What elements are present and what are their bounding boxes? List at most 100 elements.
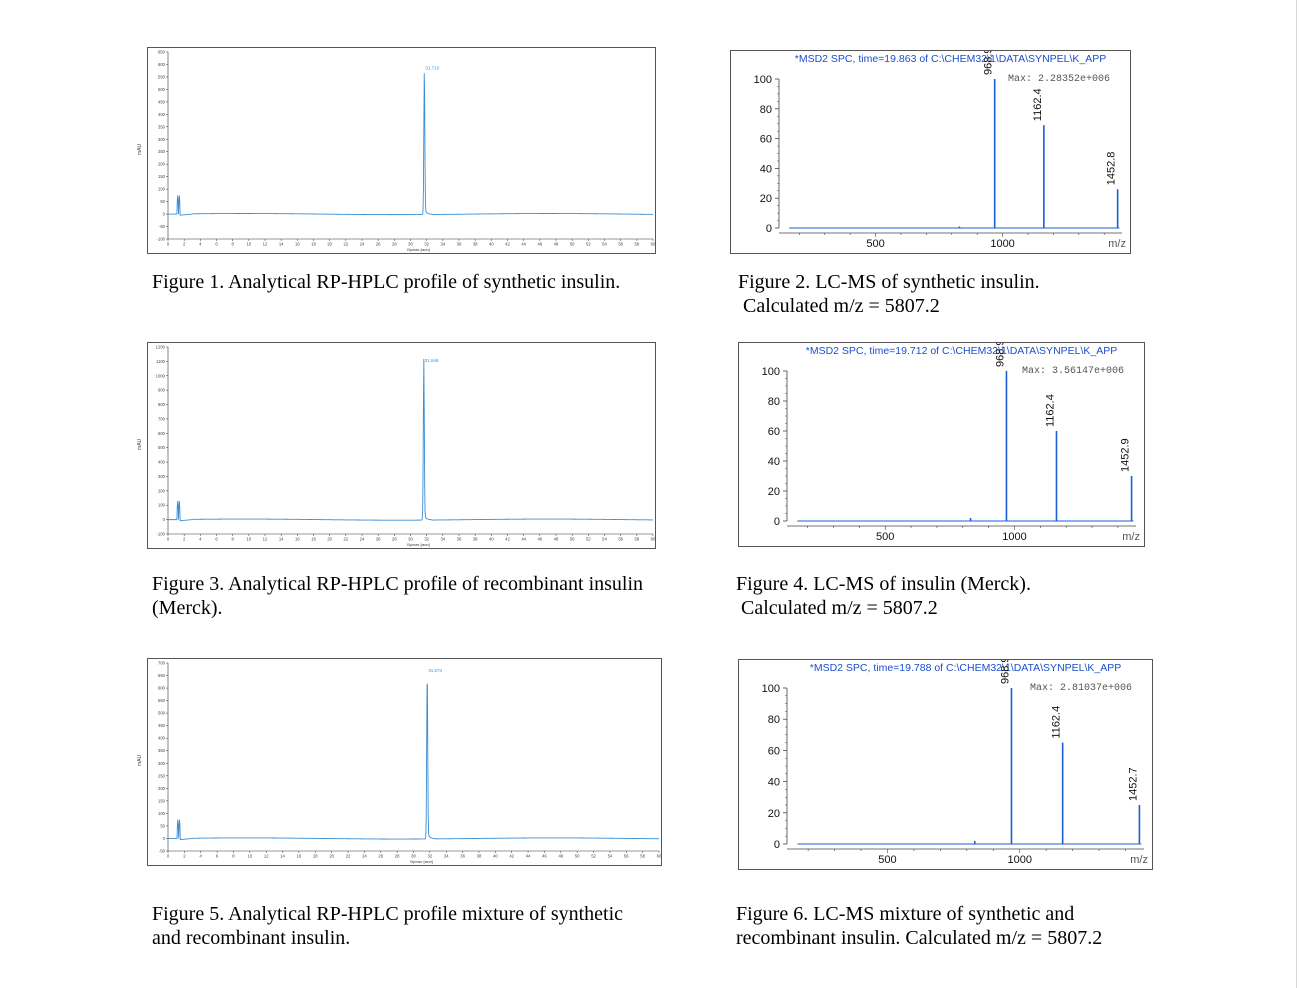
y-tick-label: 150 [158,174,166,179]
x-tick-label: 18 [311,242,316,247]
x-tick-label: 0 [167,537,170,542]
y-tick-label: 0 [163,836,166,841]
x-tick-label: 1000 [1007,854,1031,866]
y-tick-label: 100 [762,366,780,378]
y-tick-label: 400 [158,460,166,465]
x-tick-label: 30 [408,242,413,247]
ms-max-intensity-label: Max: 2.28352e+006 [1008,74,1110,85]
x-tick-label: 4 [199,242,202,247]
figure-2-caption-line-2: Calculated m/z = 5807.2 [738,295,940,317]
ms-plot-svg: *MSD2 SPC, time=19.788 of C:\CHEM32\1\DA… [762,660,1148,866]
figure-2-caption: Figure 2. LC-MS of synthetic insulin. Ca… [738,270,1040,318]
x-tick-label: 16 [297,854,302,859]
x-tick-label: 32 [428,854,433,859]
x-tick-label: 6 [215,242,218,247]
x-tick-label: 14 [280,854,285,859]
y-tick-label: 450 [158,723,166,728]
y-tick-label: 700 [158,416,166,421]
x-tick-label: 8 [231,537,234,542]
x-tick-label: 42 [509,854,514,859]
x-tick-label: 0 [167,242,170,247]
y-tick-label: 500 [158,87,166,92]
x-tick-label: 44 [521,537,526,542]
x-axis-label: m/z [1108,238,1126,250]
x-tick-label: 36 [457,242,462,247]
ms-peak-label: 968.9 [983,51,995,75]
figure-5-hplc-chart: -50 0 50 100 150 200 250 300 350 400 450 500 550 600 6… [147,658,662,866]
y-axis-label: mAU [137,143,143,155]
y-tick-label: 40 [768,777,780,789]
figure-1-caption: Figure 1. Analytical RP-HPLC profile of … [152,270,620,294]
x-tick-label: 20 [329,854,334,859]
ms-peak-label: 1452.8 [1106,152,1118,186]
y-tick-label: 550 [158,74,166,79]
y-tick-label: 80 [768,714,780,726]
figure-6-caption-line-2: recombinant insulin. Calculated m/z = 58… [736,927,1103,949]
y-tick-label: -100 [157,532,166,537]
x-tick-label: 50 [575,854,580,859]
y-tick-label: 250 [158,773,166,778]
x-tick-label: 14 [279,242,284,247]
ms-plot-svg: *MSD2 SPC, time=19.712 of C:\CHEM32\1\DA… [762,343,1140,543]
x-tick-label: 0 [167,854,170,859]
x-tick-label: 60 [657,854,661,859]
figure-1-caption-line-1: Figure 1. Analytical RP-HPLC profile of … [152,271,621,293]
page-edge-divider [1296,0,1297,988]
y-tick-label: 40 [768,456,780,468]
y-tick-label: 200 [158,488,166,493]
x-tick-label: 56 [624,854,629,859]
y-tick-label: 0 [163,517,166,522]
x-tick-label: 8 [231,242,234,247]
figure-4-caption: Figure 4. LC-MS of insulin (Merck). Calc… [736,572,1031,620]
y-tick-label: 50 [160,823,165,828]
x-tick-label: 22 [343,242,348,247]
y-tick-label: 400 [158,736,166,741]
x-axis-label: m/z [1122,531,1140,543]
y-tick-label: 0 [774,516,780,528]
x-tick-label: 12 [263,242,268,247]
ms-max-intensity-label: Max: 2.81037e+006 [1030,683,1132,694]
y-tick-label: 350 [158,124,166,129]
x-tick-label: 22 [343,537,348,542]
x-tick-label: 28 [392,242,397,247]
y-tick-label: 300 [158,474,166,479]
figure-3-hplc-chart: -100 0 100 200 300 400 500 600 700 800 900 1000 1100… [147,342,656,549]
x-tick-label: 46 [537,242,542,247]
x-tick-label: 1000 [990,238,1014,250]
hplc-plot-svg: -500501001502002503003504004505005506006… [158,661,661,865]
x-tick-label: 20 [327,537,332,542]
x-tick-label: 16 [295,537,300,542]
y-tick-label: 650 [158,673,166,678]
x-tick-label: 2 [183,854,186,859]
x-tick-label: 52 [591,854,596,859]
peak-retention-time-label: 31,710 [425,66,439,71]
x-tick-label: 50 [570,242,575,247]
x-tick-label: 44 [526,854,531,859]
x-tick-label: 48 [554,242,559,247]
y-tick-label: 100 [754,74,772,86]
x-tick-label: 52 [586,537,591,542]
y-tick-label: 0 [766,223,772,235]
figure-5-caption-line-2: and recombinant insulin. [152,927,351,949]
figure-2-ms-chart: *MSD2 SPC, time=19.863 of C:\CHEM32\1\DA… [730,50,1131,254]
y-tick-label: 1200 [156,345,166,350]
x-tick-label: 36 [460,854,465,859]
y-tick-label: 700 [158,661,166,666]
figure-5-caption-line-1: Figure 5. Analytical RP-HPLC profile mix… [152,903,624,925]
y-tick-label: 400 [158,112,166,117]
x-tick-label: 34 [444,854,449,859]
y-tick-label: 80 [760,104,772,116]
y-tick-label: -50 [159,849,166,854]
x-tick-label: 10 [247,854,252,859]
x-axis-label: Время [мин] [407,542,430,547]
ms-peak-label: 1452.7 [1127,767,1139,801]
x-tick-label: 26 [378,854,383,859]
y-tick-label: 500 [158,445,166,450]
chromatogram-trace [168,358,653,522]
figure-6-caption-line-1: Figure 6. LC-MS mixture of synthetic and [736,903,1075,925]
y-tick-label: 150 [158,798,166,803]
x-tick-label: 20 [327,242,332,247]
x-tick-label: 56 [618,537,623,542]
x-tick-label: 46 [537,537,542,542]
ms-peak-label: 968.9 [994,343,1006,367]
